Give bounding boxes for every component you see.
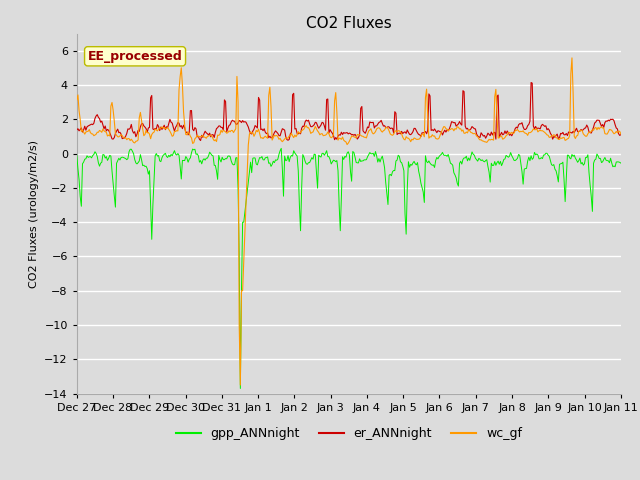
Y-axis label: CO2 Fluxes (urology/m2/s): CO2 Fluxes (urology/m2/s) [29, 140, 38, 288]
Title: CO2 Fluxes: CO2 Fluxes [306, 16, 392, 31]
Text: EE_processed: EE_processed [88, 50, 182, 63]
Legend: gpp_ANNnight, er_ANNnight, wc_gf: gpp_ANNnight, er_ANNnight, wc_gf [171, 422, 527, 445]
